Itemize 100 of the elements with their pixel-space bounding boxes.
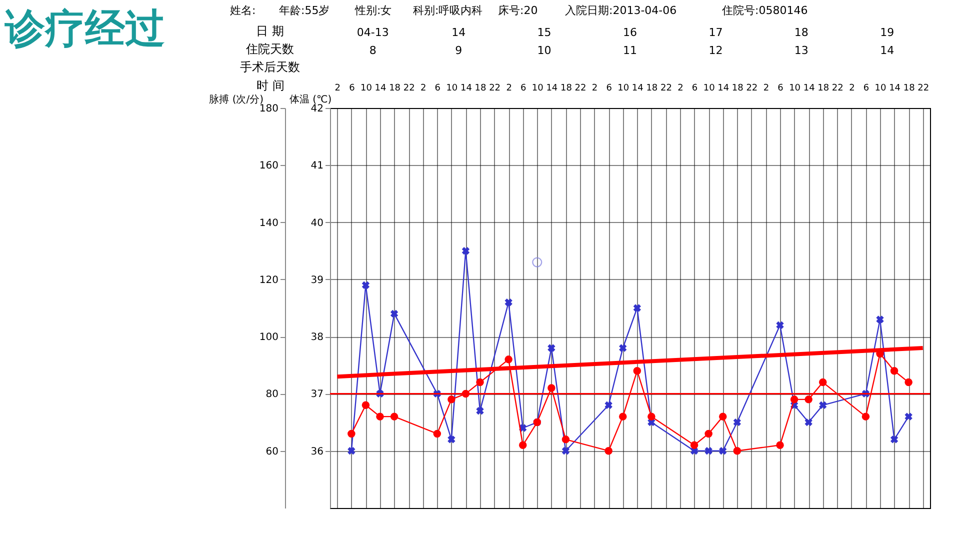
- y2-tick-label: 42: [310, 104, 324, 114]
- point: [462, 247, 470, 255]
- text: 12: [708, 44, 723, 57]
- text: 18: [794, 26, 808, 39]
- point: [890, 436, 898, 444]
- x-tick-label: 6: [692, 84, 698, 94]
- text: 日 期: [256, 24, 284, 38]
- text: 住院天数: [245, 42, 294, 56]
- x-tick-label: 22: [918, 84, 930, 94]
- text: 16: [623, 26, 637, 39]
- x-tick-label: 22: [660, 84, 672, 94]
- point: [790, 396, 798, 404]
- point: [390, 310, 398, 318]
- text: 床号:20: [498, 4, 538, 17]
- point: [532, 257, 542, 268]
- y2-tick-label: 40: [310, 218, 324, 229]
- x-tick-label: 14: [632, 84, 644, 94]
- x-tick-label: 6: [606, 84, 612, 94]
- x-axis-title: 时 间: [256, 78, 284, 92]
- point: [818, 378, 827, 386]
- x-tick-label: 18: [389, 84, 401, 94]
- y-tick-label: 140: [259, 218, 278, 229]
- x-tick-label: 18: [646, 84, 658, 94]
- x-tick-label: 22: [489, 84, 501, 94]
- x-tick-label: 22: [574, 84, 586, 94]
- y-tick-label: 160: [259, 160, 278, 172]
- x-tick-label: 14: [803, 84, 816, 94]
- x-tick-label: 2: [849, 84, 855, 94]
- x-tick-label: 18: [732, 84, 744, 94]
- x-tick-label: 10: [618, 84, 630, 94]
- y-tick-label: 180: [259, 104, 278, 114]
- text: 年龄:55岁: [279, 4, 330, 17]
- text: 入院日期:2013-04-06: [565, 4, 677, 17]
- y2-axis-title: 体温 (℃): [289, 94, 332, 106]
- point: [376, 412, 384, 420]
- point: [704, 447, 712, 455]
- text: 11: [623, 44, 637, 57]
- point: [604, 446, 612, 455]
- x-tick-label: 10: [874, 84, 886, 94]
- point: [690, 441, 698, 450]
- y2-tick-label: 41: [310, 160, 324, 172]
- x-tick-label: 18: [903, 84, 916, 94]
- point: [718, 412, 727, 420]
- x-tick-label: 2: [506, 84, 512, 94]
- text: 19: [880, 26, 894, 39]
- x-tick-label: 14: [718, 84, 730, 94]
- point: [362, 281, 370, 289]
- point: [476, 378, 484, 386]
- x-tick-label: 6: [778, 84, 784, 94]
- x-tick-label: 18: [560, 84, 572, 94]
- y-tick-label: 80: [266, 389, 278, 400]
- point: [390, 412, 398, 420]
- text: 科别:呼吸内科: [413, 4, 483, 17]
- y2-tick-label: 38: [310, 332, 324, 344]
- x-tick-label: 22: [832, 84, 844, 94]
- point: [604, 401, 612, 409]
- point: [862, 412, 870, 420]
- point: [804, 396, 812, 404]
- y2-tick-label: 39: [310, 274, 324, 286]
- text: 性别:女: [354, 4, 392, 17]
- point: [876, 316, 884, 324]
- point: [648, 412, 656, 420]
- x-tick-label: 14: [889, 84, 901, 94]
- point: [619, 344, 627, 352]
- x-tick-label: 14: [374, 84, 386, 94]
- x-tick-label: 2: [420, 84, 426, 94]
- point: [562, 436, 570, 444]
- x-tick-label: 18: [818, 84, 830, 94]
- point: [618, 412, 627, 420]
- y-axis-title: 脉搏 (次/分): [209, 94, 264, 106]
- point: [733, 418, 741, 426]
- point: [633, 304, 641, 312]
- text: 9: [455, 44, 462, 57]
- point: [776, 321, 784, 329]
- x-tick-label: 10: [446, 84, 458, 94]
- x-tick-label: 2: [763, 84, 770, 94]
- text: 10: [537, 44, 552, 57]
- x-tick-label: 6: [863, 84, 870, 94]
- x-tick-label: 22: [746, 84, 758, 94]
- y-tick-label: 100: [259, 332, 278, 344]
- chart-title: 诊疗经过: [4, 6, 165, 52]
- point: [348, 447, 356, 455]
- text: 住院号:0580146: [722, 4, 808, 17]
- point: [433, 430, 442, 438]
- text: 手术后天数: [240, 60, 300, 74]
- point: [548, 344, 556, 352]
- point: [804, 418, 812, 426]
- point: [348, 430, 356, 438]
- x-tick-label: 2: [592, 84, 598, 94]
- y-tick-label: 120: [259, 274, 278, 286]
- x-tick-label: 6: [520, 84, 526, 94]
- x-tick-label: 6: [349, 84, 356, 94]
- point: [518, 441, 527, 450]
- point: [819, 401, 827, 409]
- text: 04-13: [356, 26, 389, 39]
- point: [776, 441, 784, 450]
- point: [719, 447, 727, 455]
- x-tick-label: 2: [678, 84, 684, 94]
- x-tick-label: 6: [434, 84, 441, 94]
- x-tick-label: 14: [546, 84, 558, 94]
